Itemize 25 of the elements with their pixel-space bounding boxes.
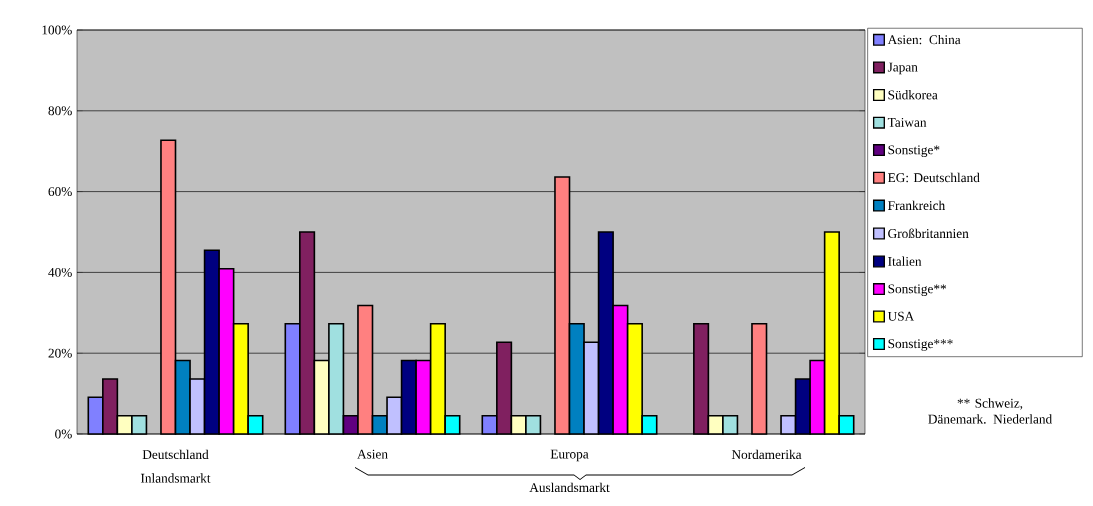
- text: ** Schweiz, Dänemark. Niederland: [928, 398, 1053, 424]
- legend-label: EG: Deutschland: [888, 172, 980, 183]
- legend-label: Taiwan: [887, 117, 927, 127]
- legend-label: Großbritannien: [888, 228, 969, 239]
- legend-label: USA: [887, 311, 915, 321]
- y-tick-label: 20%: [48, 348, 72, 358]
- legend-label: Asien: China: [887, 34, 961, 45]
- legend-label: Sonstige*: [888, 145, 940, 158]
- legend-label: Südkorea: [888, 90, 938, 100]
- y-tick-label: 80%: [48, 106, 72, 116]
- y-tick-label: 60%: [48, 187, 72, 197]
- x-tick-label: Nordamerika: [731, 449, 802, 460]
- y-tick-label: 0%: [55, 429, 72, 439]
- legend-label: Sonstige***: [888, 339, 953, 351]
- y-tick-label: 40%: [48, 267, 72, 277]
- legend-label: Sonstige**: [888, 284, 947, 297]
- x-tick-label: Deutschland: [142, 449, 209, 460]
- text: Inlandsmarkt: [140, 473, 211, 483]
- y-tick-label: 100%: [42, 25, 72, 35]
- legend-label: Japan: [887, 62, 918, 75]
- legend-label: Frankreich: [888, 200, 946, 211]
- x-tick-label: Asien: [357, 449, 388, 459]
- text: Auslandsmarkt: [529, 482, 610, 493]
- x-tick-label: Europa: [550, 449, 589, 462]
- legend-label: Italien: [888, 256, 922, 266]
